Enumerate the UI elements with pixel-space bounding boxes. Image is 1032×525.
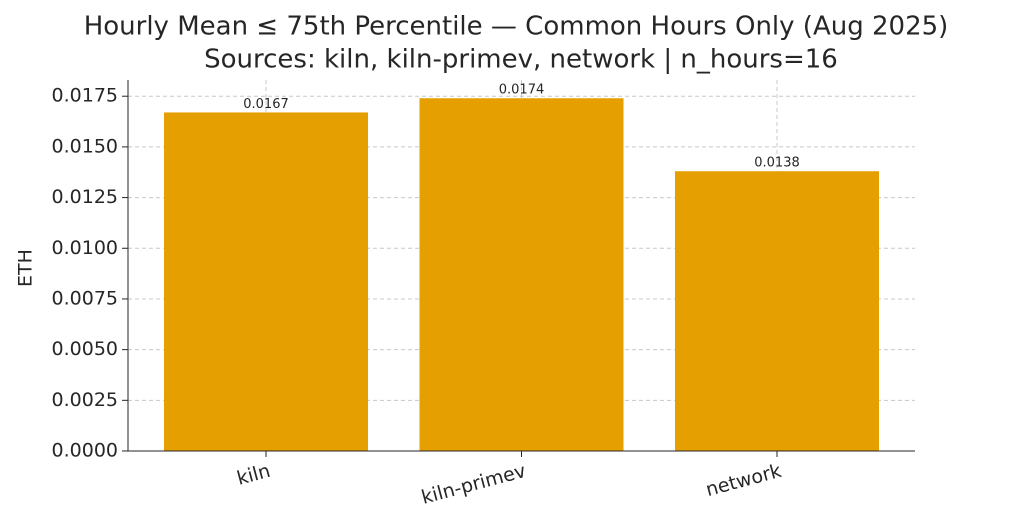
y-tick-label: 0.0025: [52, 389, 118, 411]
y-tick-label: 0.0175: [52, 85, 118, 107]
y-tick-label: 0.0000: [52, 440, 118, 462]
y-tick-label: 0.0150: [52, 135, 118, 157]
value-label: 0.0138: [754, 156, 800, 171]
bar: [164, 112, 368, 451]
value-label: 0.0167: [243, 97, 289, 112]
chart-subtitle: Sources: kiln, kiln-primev, network | n_…: [204, 45, 838, 75]
y-tick-label: 0.0100: [52, 237, 118, 259]
value-label: 0.0174: [499, 83, 545, 98]
y-tick-label: 0.0075: [52, 287, 118, 309]
x-tick-label: kiln: [235, 460, 273, 490]
bar: [419, 98, 624, 451]
y-axis-label: ETH: [15, 249, 37, 287]
x-tick-label: network: [703, 460, 783, 501]
chart-title: Hourly Mean ≤ 75th Percentile — Common H…: [84, 12, 949, 42]
y-tick-label: 0.0050: [52, 338, 118, 360]
x-tick-label: kiln-primev: [419, 460, 528, 509]
bar: [675, 171, 879, 452]
y-tick-label: 0.0125: [52, 186, 118, 208]
